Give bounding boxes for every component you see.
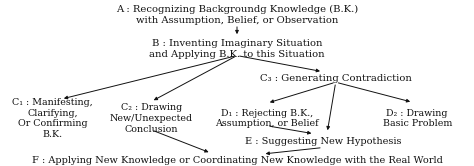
Text: A : Recognizing Backgroundg Knowledge (B.K.)
with Assumption, Belief, or Observa: A : Recognizing Backgroundg Knowledge (B…	[116, 5, 358, 25]
Text: C₁ : Manifesting,
Clarifying,
Or Confirming
B.K.: C₁ : Manifesting, Clarifying, Or Confirm…	[12, 98, 93, 139]
Text: F : Applying New Knowledge or Coordinating New Knowledge with the Real World: F : Applying New Knowledge or Coordinati…	[32, 156, 442, 165]
Text: D₂ : Drawing
Basic Problem: D₂ : Drawing Basic Problem	[383, 109, 452, 128]
Text: D₁ : Rejecting B.K.,
Assumption, or Belief: D₁ : Rejecting B.K., Assumption, or Beli…	[215, 109, 319, 128]
Text: C₃ : Generating Contradiction: C₃ : Generating Contradiction	[260, 74, 411, 83]
Text: C₂ : Drawing
New/Unexpected
Conclusion: C₂ : Drawing New/Unexpected Conclusion	[109, 103, 193, 134]
Text: B : Inventing Imaginary Situation
and Applying B.K. to this Situation: B : Inventing Imaginary Situation and Ap…	[149, 39, 325, 59]
Text: E : Suggesting New Hypothesis: E : Suggesting New Hypothesis	[245, 137, 401, 146]
